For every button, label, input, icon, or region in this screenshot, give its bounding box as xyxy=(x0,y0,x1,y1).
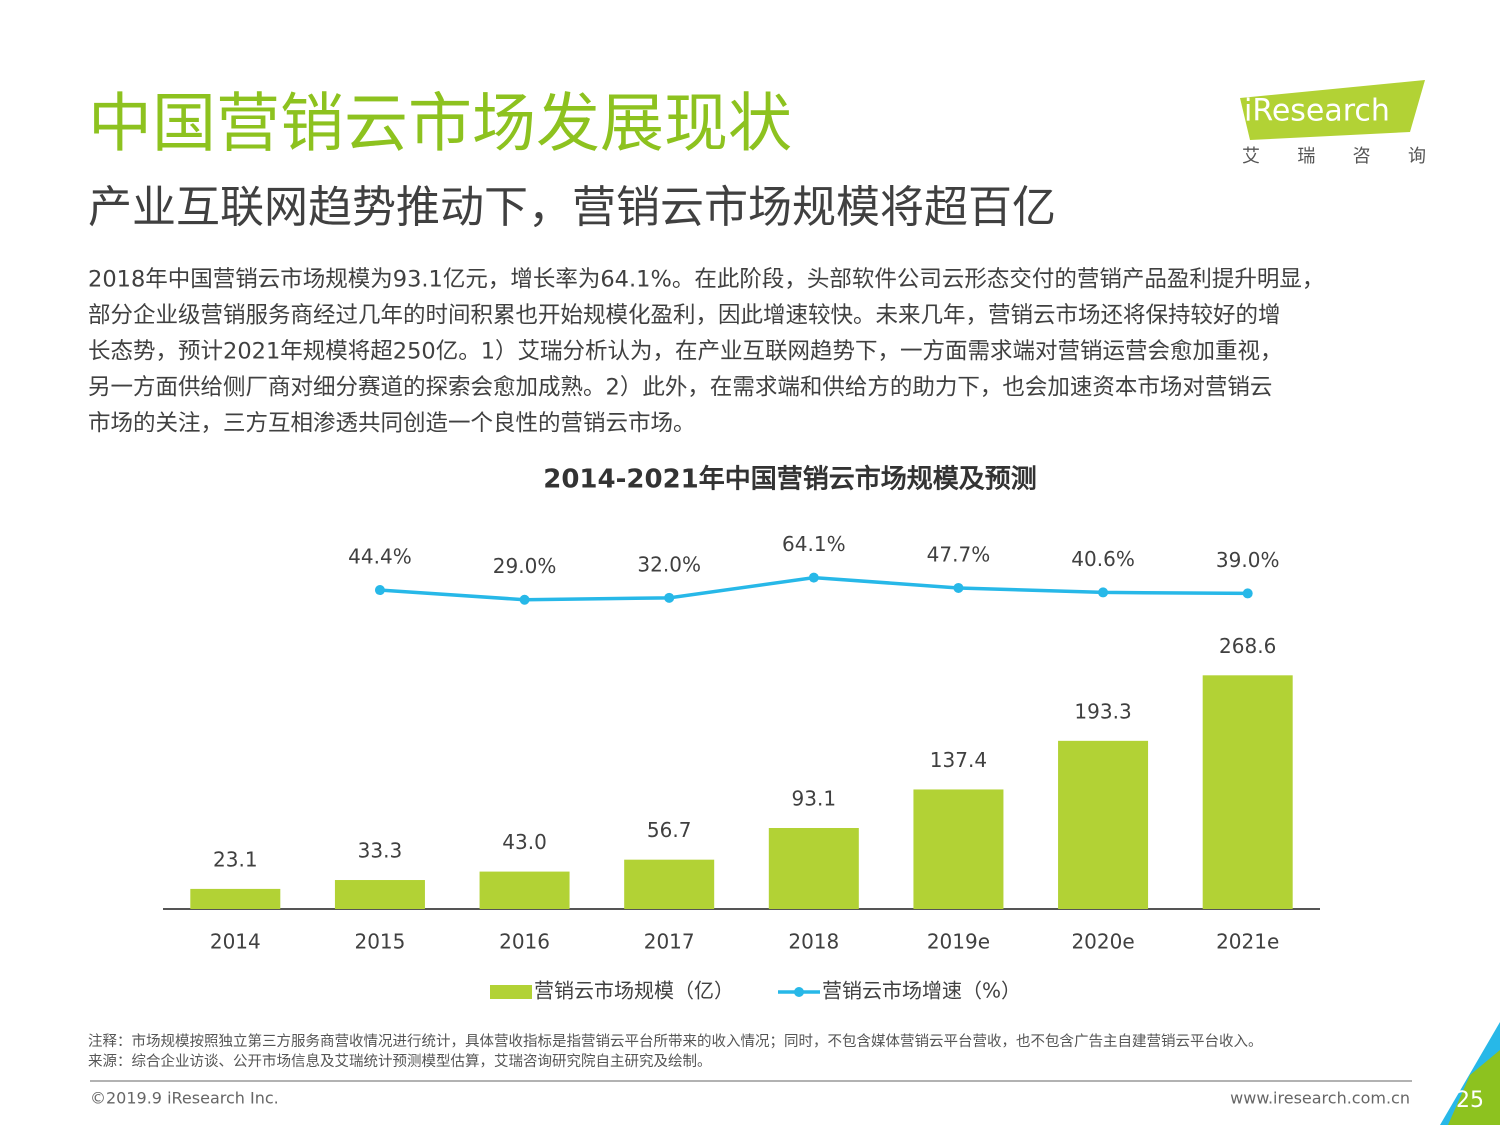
logo-shape xyxy=(1240,80,1425,140)
slide-title: 中国营销云市场发展现状 xyxy=(88,88,792,162)
bar-value-label: 43.0 xyxy=(502,830,547,854)
bar xyxy=(479,871,570,909)
bar-value-label: 23.1 xyxy=(213,847,258,871)
bar xyxy=(1058,740,1149,909)
x-tick-label: 2019e xyxy=(927,930,990,954)
x-tick-label: 2014 xyxy=(210,930,261,954)
line-point xyxy=(1098,587,1109,598)
legend-swatch xyxy=(490,985,532,999)
note-line: 注释：市场规模按照独立第三方服务商营收情况进行统计，具体营收指标是指营销云平台所… xyxy=(88,1032,1263,1050)
x-tick-label: 2015 xyxy=(354,930,405,954)
notes: 注释：市场规模按照独立第三方服务商营收情况进行统计，具体营收指标是指营销云平台所… xyxy=(88,1032,1263,1070)
x-tick-label: 2016 xyxy=(499,930,550,954)
line-value-label: 39.0% xyxy=(1216,548,1280,572)
line-value-label: 64.1% xyxy=(782,532,846,556)
legend-label: 营销云市场规模（亿） xyxy=(534,979,734,1003)
legend-label: 营销云市场增速（%） xyxy=(822,979,1021,1003)
line-point xyxy=(953,582,964,593)
line-value-label: 47.7% xyxy=(927,542,991,566)
paragraph-line: 部分企业级营销服务商经过几年的时间积累也开始规模化盈利，因此增速较快。未来几年，… xyxy=(88,303,1281,329)
line-value-label: 40.6% xyxy=(1071,547,1135,571)
logo-brand: iResearch xyxy=(1244,94,1390,129)
line-value-label: 29.0% xyxy=(493,554,557,578)
paragraph-line: 2018年中国营销云市场规模为93.1亿元，增长率为64.1%。在此阶段，头部软… xyxy=(88,267,1324,293)
x-tick-label: 2018 xyxy=(788,930,839,954)
paragraph-line: 另一方面供给侧厂商对细分赛道的探索会愈加成熟。2）此外，在需求端和供给方的助力下… xyxy=(88,375,1272,401)
paragraph-line: 市场的关注，三方互相渗透共同创造一个良性的营销云市场。 xyxy=(88,411,696,437)
bar-value-label: 93.1 xyxy=(792,787,837,811)
bar-value-label: 33.3 xyxy=(358,839,403,863)
line-value-label: 32.0% xyxy=(637,552,701,576)
paragraph-line: 长态势，预计2021年规模将超250亿。1）艾瑞分析认为，在产业互联网趋势下，一… xyxy=(88,339,1283,365)
copyright: ©2019.9 iResearch Inc. xyxy=(90,1089,279,1108)
bar xyxy=(1202,675,1293,909)
x-tick-label: 2020e xyxy=(1071,930,1134,954)
corner-green xyxy=(1448,1050,1500,1125)
page-number: 25 xyxy=(1456,1088,1484,1113)
bar xyxy=(334,880,425,909)
url: www.iresearch.com.cn xyxy=(1230,1089,1410,1108)
line-point xyxy=(519,594,530,605)
bar-value-label: 56.7 xyxy=(647,818,692,842)
logo-cn: 艾 瑞 咨 询 xyxy=(1242,146,1426,167)
line-value-label: 44.4% xyxy=(348,545,412,569)
x-tick-label: 2017 xyxy=(644,930,695,954)
chart: 2014 2015 2016 2017 2018 2019e 2020e 2021e 23.1 3… xyxy=(190,532,1293,1003)
x-tick-label: 2021e xyxy=(1216,930,1279,954)
bar xyxy=(624,859,715,909)
line-point xyxy=(374,585,385,596)
bar xyxy=(768,828,859,909)
note-line: 来源：综合企业访谈、公开市场信息及艾瑞统计预测模型估算，艾瑞咨询研究院自主研究及… xyxy=(88,1052,712,1070)
legend-swatch-dot xyxy=(794,987,804,997)
paragraph: 2018年中国营销云市场规模为93.1亿元，增长率为64.1%。在此阶段，头部软… xyxy=(88,267,1324,437)
line-point xyxy=(808,572,819,583)
bar-value-label: 268.6 xyxy=(1219,634,1276,658)
line-point xyxy=(664,592,675,603)
bar xyxy=(913,789,1004,909)
bar xyxy=(190,888,281,909)
bar-value-label: 193.3 xyxy=(1074,699,1131,723)
line-point xyxy=(1242,588,1253,599)
chart-title: 2014-2021年中国营销云市场规模及预测 xyxy=(543,464,1037,495)
slide-subtitle: 产业互联网趋势推动下，营销云市场规模将超百亿 xyxy=(88,182,1056,233)
bar-value-label: 137.4 xyxy=(930,748,987,772)
